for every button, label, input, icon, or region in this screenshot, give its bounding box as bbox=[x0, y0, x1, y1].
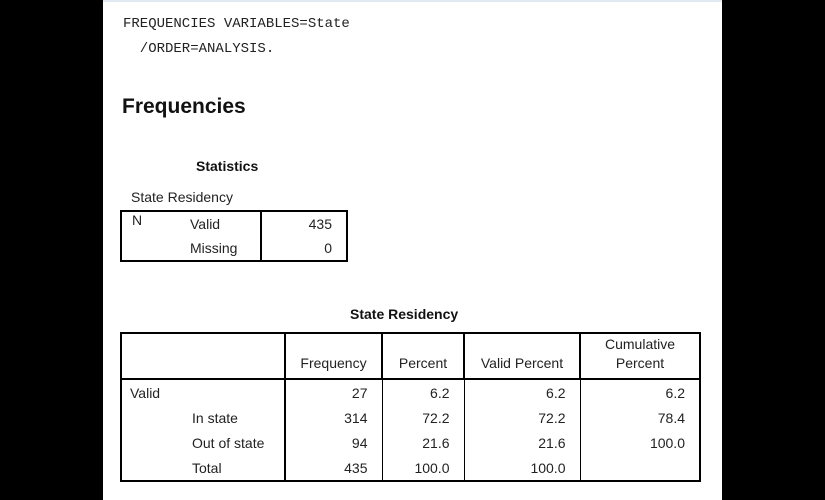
table-row: Valid 27 6.2 6.2 6.2 bbox=[121, 379, 700, 405]
table-row: Total 435 100.0 100.0 bbox=[121, 455, 700, 481]
statistics-group-cell bbox=[121, 236, 190, 261]
row-label-cell: Out of state bbox=[121, 430, 286, 455]
valid-percent-cell: 100.0 bbox=[464, 455, 581, 481]
valid-percent-header: Valid Percent bbox=[463, 332, 581, 380]
output-viewer-page: FREQUENCIES VARIABLES=State /ORDER=ANALY… bbox=[103, 0, 722, 500]
frequency-cell: 27 bbox=[285, 379, 383, 405]
statistics-group-cell: N bbox=[132, 212, 143, 228]
valid-percent-cell: 21.6 bbox=[464, 430, 581, 455]
statistics-label-cell: Missing bbox=[190, 236, 262, 261]
statistics-caption: Statistics bbox=[196, 158, 259, 174]
row-group-label: Valid bbox=[130, 384, 161, 401]
frequency-cell: 94 bbox=[285, 430, 383, 455]
percent-cell: 72.2 bbox=[382, 405, 465, 430]
syntax-line-2: /ORDER=ANALYSIS. bbox=[123, 41, 275, 57]
syntax-log: FREQUENCIES VARIABLES=State /ORDER=ANALY… bbox=[123, 12, 350, 62]
percent-header: Percent bbox=[381, 332, 465, 380]
frequency-header-row: Frequency Percent Valid Percent Cumulati… bbox=[120, 332, 701, 380]
top-divider bbox=[103, 0, 722, 2]
frequency-table-caption: State Residency bbox=[350, 306, 459, 322]
table-row: In state 314 72.2 72.2 78.4 bbox=[121, 405, 700, 430]
valid-percent-cell: 72.2 bbox=[464, 405, 581, 430]
valid-percent-cell: 6.2 bbox=[464, 379, 581, 405]
table-row: Out of state 94 21.6 21.6 100.0 bbox=[121, 430, 700, 455]
statistics-label-cell: Valid bbox=[190, 211, 262, 236]
row-label-cell: In state bbox=[121, 405, 286, 430]
corner-header-cell bbox=[120, 332, 286, 380]
statistics-row: N Valid 435 bbox=[121, 211, 347, 236]
percent-cell: 100.0 bbox=[382, 455, 465, 481]
statistics-value-cell: 435 bbox=[308, 216, 332, 232]
percent-cell: 6.2 bbox=[382, 379, 465, 405]
row-label-cell: Total bbox=[121, 455, 286, 481]
cumulative-percent-cell: 78.4 bbox=[657, 409, 685, 426]
statistics-value-cell: 0 bbox=[324, 240, 332, 256]
cumulative-percent-cell bbox=[580, 455, 700, 481]
frequency-header: Frequency bbox=[284, 332, 383, 380]
cumulative-percent-cell: 6.2 bbox=[665, 384, 685, 401]
cumulative-percent-cell: 100.0 bbox=[649, 434, 685, 451]
row-label-cell: Valid bbox=[121, 379, 286, 405]
percent-cell: 21.6 bbox=[382, 430, 465, 455]
syntax-line-1: FREQUENCIES VARIABLES=State bbox=[123, 16, 350, 32]
statistics-table[interactable]: N Valid 435 Missing 0 bbox=[120, 210, 348, 262]
statistics-row: Missing 0 bbox=[121, 236, 347, 261]
frequency-cell: 435 bbox=[285, 455, 383, 481]
frequency-table[interactable]: Frequency Percent Valid Percent Cumulati… bbox=[120, 332, 701, 482]
frequency-cell: 314 bbox=[285, 405, 383, 430]
section-heading[interactable]: Frequencies bbox=[122, 95, 246, 118]
cumulative-percent-header: Cumulative Percent bbox=[579, 332, 701, 380]
statistics-variable-label: State Residency bbox=[131, 189, 233, 205]
